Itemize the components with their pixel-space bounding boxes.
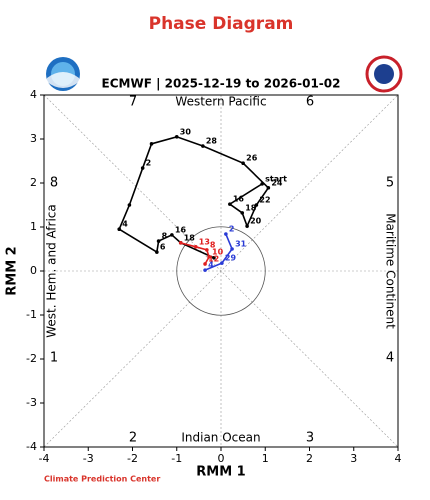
point-label: 26 xyxy=(246,154,258,163)
phase-label: 5 xyxy=(386,176,394,191)
y-tick-label: 3 xyxy=(30,132,37,145)
region-label: Western Pacific xyxy=(175,95,266,109)
region-label: West. Hem. and Africa xyxy=(45,204,59,337)
unit-circle xyxy=(176,226,266,316)
point xyxy=(205,248,209,252)
point xyxy=(224,232,228,236)
point xyxy=(193,245,198,249)
point-label: 18 xyxy=(184,233,196,242)
point-label: 13 xyxy=(199,237,210,246)
point xyxy=(178,241,183,245)
x-tick-label: 3 xyxy=(350,452,357,465)
point xyxy=(254,203,259,207)
region-label: Maritime Continent xyxy=(384,213,398,329)
point xyxy=(228,202,232,206)
y-tick-label: -3 xyxy=(26,396,37,409)
y-tick-label: 0 xyxy=(30,264,37,277)
point-label: 31 xyxy=(235,240,247,249)
x-tick-label: -2 xyxy=(127,452,138,465)
y-tick-label: 2 xyxy=(30,176,37,189)
point-label: start xyxy=(265,174,287,183)
point xyxy=(245,224,249,228)
y-tick-label: 1 xyxy=(30,220,37,233)
point-label: 16 xyxy=(233,195,245,204)
point xyxy=(207,255,211,259)
point xyxy=(241,161,245,165)
point xyxy=(240,211,245,215)
point-label: 6 xyxy=(160,243,166,252)
point-label: 22 xyxy=(259,196,270,205)
y-tick-label: 4 xyxy=(30,88,37,101)
trajectory xyxy=(118,135,270,259)
point-label: 4 xyxy=(208,261,214,270)
phase-label: 8 xyxy=(50,176,58,191)
point-label: 4 xyxy=(122,220,128,229)
noaa-logo xyxy=(46,57,80,91)
point-label: 16 xyxy=(175,225,187,234)
point xyxy=(260,182,264,186)
nws-logo xyxy=(365,55,403,93)
x-tick-label: 1 xyxy=(262,452,269,465)
point-label: 2 xyxy=(146,159,152,168)
x-axis-label: RMM 1 xyxy=(196,465,245,480)
point-label: 8 xyxy=(162,232,168,241)
point-label: 12 xyxy=(208,254,219,263)
y-tick-label: -1 xyxy=(26,308,37,321)
x-tick-label: -3 xyxy=(83,452,94,465)
point-label: 30 xyxy=(180,127,192,136)
phase-label: 6 xyxy=(306,95,314,110)
chart-title: Phase Diagram xyxy=(149,14,294,34)
point xyxy=(149,142,154,146)
point xyxy=(170,233,174,237)
x-tick-label: -4 xyxy=(39,452,50,465)
point xyxy=(203,262,207,266)
phase-label: 1 xyxy=(50,351,58,366)
x-tick-label: 2 xyxy=(306,452,313,465)
point xyxy=(230,247,234,251)
footer: Climate Prediction Center xyxy=(44,475,160,484)
trajectory xyxy=(204,233,233,271)
point-label: 2 xyxy=(229,225,235,234)
point xyxy=(212,255,216,260)
point-label: 20 xyxy=(250,217,262,226)
point-label: 18 xyxy=(245,203,257,212)
point-label: 10 xyxy=(212,247,224,256)
point xyxy=(140,166,145,170)
x-tick-label: -1 xyxy=(171,452,182,465)
x-tick-label: 4 xyxy=(395,452,402,465)
point-label: 8 xyxy=(210,240,216,249)
point xyxy=(155,250,159,254)
point-label: 29 xyxy=(225,254,237,263)
phase-label: 7 xyxy=(129,95,137,110)
chart-subtitle: ECMWF | 2025-12-19 to 2026-01-02 xyxy=(102,77,341,91)
point xyxy=(117,227,122,231)
region-label: Indian Ocean xyxy=(181,431,260,445)
point-label: 28 xyxy=(206,137,218,146)
point xyxy=(174,135,179,139)
point-label: 24 xyxy=(271,178,283,187)
point xyxy=(201,144,205,148)
y-tick-label: -4 xyxy=(26,440,37,453)
phase-label: 3 xyxy=(306,431,314,446)
x-tick-label: 0 xyxy=(218,452,225,465)
point xyxy=(203,268,207,272)
point xyxy=(156,239,161,243)
phase-label: 4 xyxy=(386,351,394,366)
point xyxy=(266,186,271,190)
y-axis-label: RMM 2 xyxy=(5,246,20,295)
y-tick-label: -2 xyxy=(26,352,37,365)
point xyxy=(220,261,224,265)
phase-label: 2 xyxy=(129,431,137,446)
point xyxy=(127,203,132,207)
